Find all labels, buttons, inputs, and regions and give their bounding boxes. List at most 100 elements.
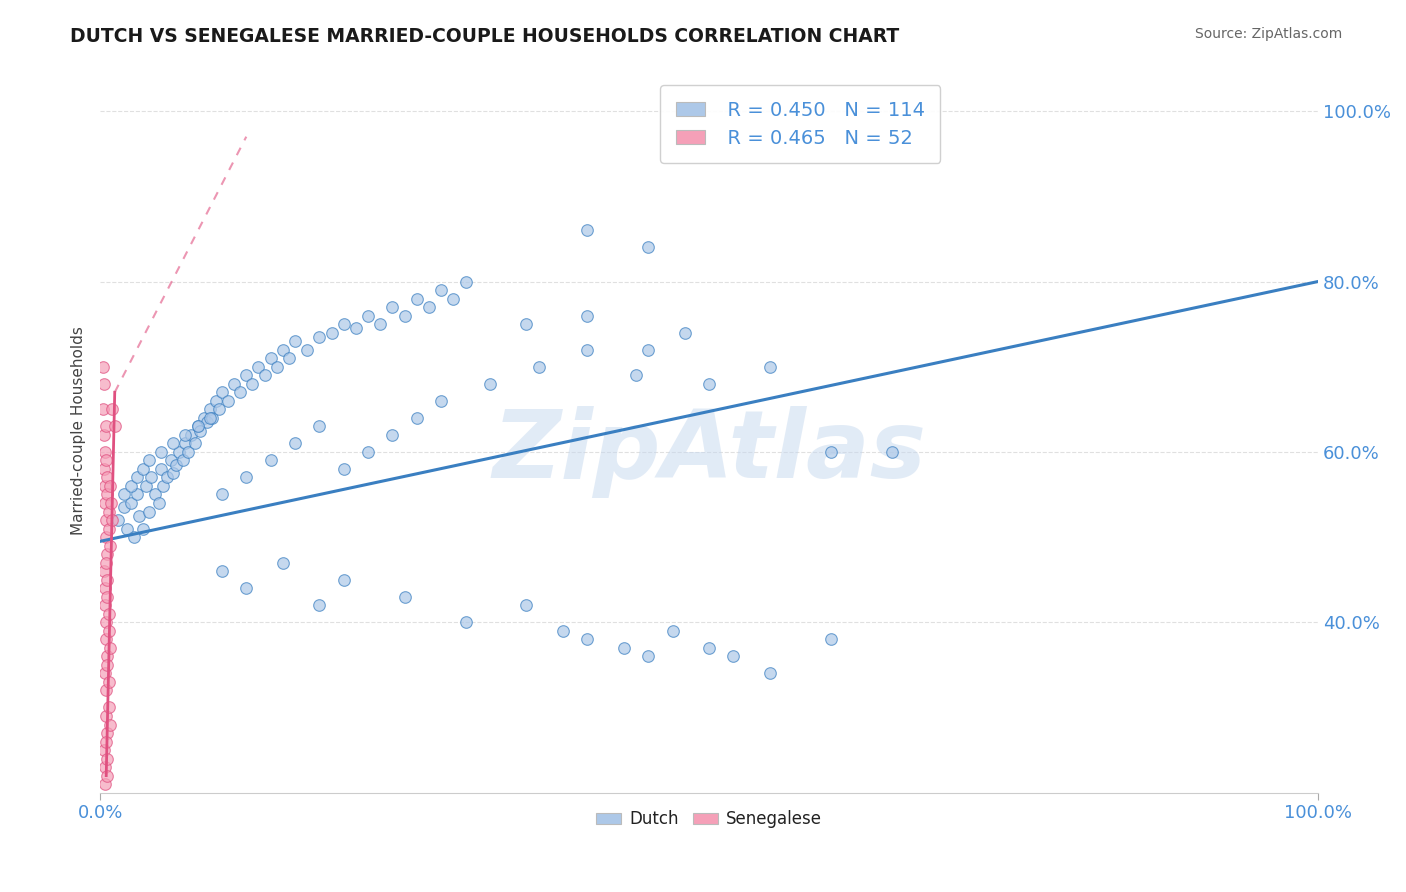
Point xyxy=(101,402,124,417)
Point xyxy=(96,734,118,748)
Point xyxy=(96,794,118,808)
Point xyxy=(697,376,720,391)
Point xyxy=(94,777,117,791)
Point xyxy=(759,359,782,374)
Point xyxy=(284,436,307,450)
Point xyxy=(284,334,307,348)
Point xyxy=(125,487,148,501)
Point xyxy=(211,564,233,578)
Point xyxy=(308,419,330,434)
Point xyxy=(759,666,782,681)
Text: DUTCH VS SENEGALESE MARRIED-COUPLE HOUSEHOLDS CORRELATION CHART: DUTCH VS SENEGALESE MARRIED-COUPLE HOUSE… xyxy=(70,27,900,45)
Point xyxy=(208,402,231,417)
Point xyxy=(96,683,118,698)
Point xyxy=(96,709,118,723)
Point xyxy=(198,410,221,425)
Point xyxy=(308,599,330,613)
Point xyxy=(172,453,194,467)
Point xyxy=(128,508,150,523)
Point xyxy=(193,410,215,425)
Point xyxy=(96,726,118,740)
Point xyxy=(107,513,129,527)
Point xyxy=(381,300,404,314)
Point xyxy=(96,615,118,630)
Point xyxy=(150,445,173,459)
Point xyxy=(98,640,121,655)
Point xyxy=(138,504,160,518)
Point xyxy=(368,317,391,331)
Point xyxy=(661,624,683,638)
Point xyxy=(96,573,118,587)
Point xyxy=(180,427,202,442)
Point xyxy=(98,717,121,731)
Point xyxy=(96,751,118,765)
Point xyxy=(295,343,318,357)
Point xyxy=(405,410,427,425)
Point xyxy=(94,599,117,613)
Point xyxy=(321,326,343,340)
Point xyxy=(394,309,416,323)
Point xyxy=(165,458,187,472)
Point xyxy=(94,496,117,510)
Point xyxy=(418,300,440,314)
Point xyxy=(515,317,537,331)
Point xyxy=(430,393,453,408)
Point xyxy=(198,402,221,417)
Point xyxy=(195,415,218,429)
Point xyxy=(91,402,114,417)
Point xyxy=(152,479,174,493)
Point xyxy=(91,359,114,374)
Point xyxy=(162,466,184,480)
Point xyxy=(277,351,299,366)
Point xyxy=(174,427,197,442)
Point xyxy=(148,496,170,510)
Point xyxy=(454,615,477,630)
Point xyxy=(169,445,191,459)
Point xyxy=(177,445,200,459)
Point xyxy=(576,223,599,237)
Point xyxy=(96,453,118,467)
Point xyxy=(381,427,404,442)
Point xyxy=(94,445,117,459)
Point xyxy=(188,424,211,438)
Point xyxy=(162,436,184,450)
Point xyxy=(114,500,136,515)
Point xyxy=(115,522,138,536)
Point xyxy=(184,436,207,450)
Point xyxy=(205,393,228,408)
Point xyxy=(97,504,120,518)
Point xyxy=(135,479,157,493)
Point xyxy=(93,462,115,476)
Point xyxy=(637,649,659,664)
Point xyxy=(430,283,453,297)
Point xyxy=(405,292,427,306)
Point xyxy=(271,556,294,570)
Point xyxy=(637,343,659,357)
Point xyxy=(132,522,155,536)
Point xyxy=(613,640,636,655)
Point xyxy=(97,522,120,536)
Point xyxy=(150,462,173,476)
Point xyxy=(527,359,550,374)
Point xyxy=(96,769,118,783)
Point xyxy=(454,275,477,289)
Point xyxy=(211,385,233,400)
Point xyxy=(478,376,501,391)
Point xyxy=(235,470,257,484)
Point xyxy=(101,513,124,527)
Point xyxy=(332,317,354,331)
Point xyxy=(97,700,120,714)
Point xyxy=(93,427,115,442)
Point xyxy=(93,564,115,578)
Point xyxy=(97,803,120,817)
Point xyxy=(94,760,117,774)
Point xyxy=(820,632,842,647)
Point xyxy=(96,530,118,544)
Point xyxy=(96,513,118,527)
Point xyxy=(266,359,288,374)
Point xyxy=(174,436,197,450)
Point xyxy=(576,632,599,647)
Point xyxy=(259,453,281,467)
Point xyxy=(97,674,120,689)
Point xyxy=(201,410,224,425)
